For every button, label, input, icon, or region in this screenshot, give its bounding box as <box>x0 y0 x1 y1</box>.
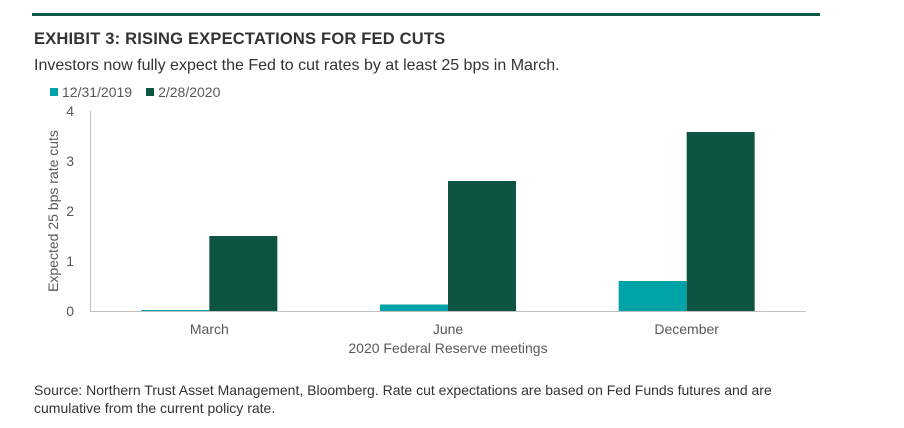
exhibit-title: EXHIBIT 3: RISING EXPECTATIONS FOR FED C… <box>34 30 446 48</box>
legend-item-2019: 12/31/2019 <box>50 84 132 100</box>
legend-label-2019: 12/31/2019 <box>62 84 133 100</box>
bar-2019-march <box>141 310 210 311</box>
chart-bars <box>141 132 755 311</box>
legend-item-2020: 2/28/2020 <box>146 84 220 100</box>
legend-swatch-2020 <box>146 88 155 96</box>
x-tick-label: December <box>654 321 719 337</box>
exhibit-subtitle: Investors now fully expect the Fed to cu… <box>34 57 560 74</box>
y-axis-title: Expected 25 bps rate cuts <box>45 130 61 292</box>
bar-2020-march <box>209 236 278 311</box>
y-axis-ticks: 0 1 2 3 4 <box>66 103 74 319</box>
bar-2020-june <box>448 181 516 311</box>
chart-legend: 12/31/2019 2/28/2020 <box>50 84 234 100</box>
y-tick-label: 0 <box>66 303 74 319</box>
bar-2019-june <box>380 304 448 311</box>
x-tick-label: March <box>190 321 229 337</box>
top-rule <box>32 13 820 16</box>
bar-2019-december <box>618 281 687 311</box>
legend-swatch-2019 <box>50 88 58 96</box>
y-tick-label: 1 <box>66 253 74 269</box>
y-tick-label: 3 <box>66 153 74 169</box>
x-axis-tick-labels: March June December <box>190 321 719 337</box>
bar-2020-december <box>686 132 755 311</box>
x-axis-title: 2020 Federal Reserve meetings <box>348 340 547 356</box>
x-tick-label: June <box>433 321 464 337</box>
y-tick-label: 4 <box>66 103 74 119</box>
legend-label-2020: 2/28/2020 <box>158 84 221 100</box>
source-note: Source: Northern Trust Asset Management,… <box>34 382 772 416</box>
y-tick-label: 2 <box>66 203 74 219</box>
bar-chart: 0 1 2 3 4 March June December 2020 Federal Res… <box>45 103 806 356</box>
